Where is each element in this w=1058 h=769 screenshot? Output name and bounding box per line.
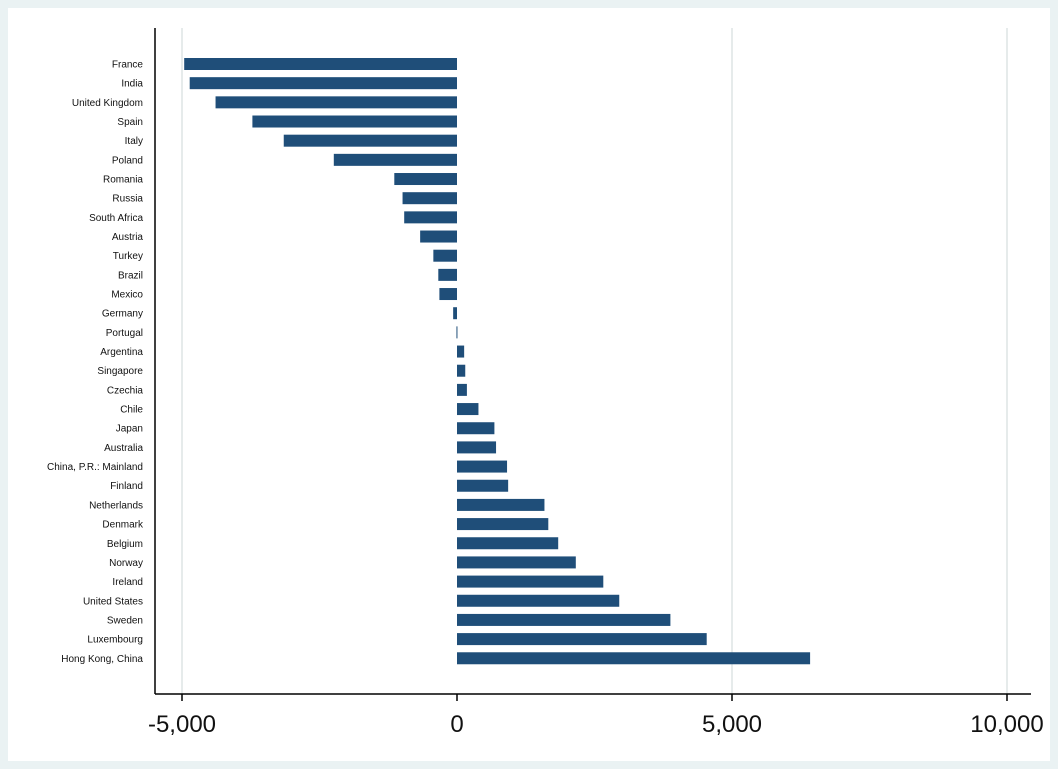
category-label-italy: Italy [125, 136, 143, 147]
category-label-sweden: Sweden [107, 615, 143, 626]
bar-ireland [457, 575, 604, 588]
x-tick-label-0: 0 [450, 711, 463, 738]
category-label-czechia: Czechia [107, 385, 144, 396]
bar-denmark [457, 518, 549, 531]
category-label-india: India [121, 79, 143, 90]
bar-united-kingdom [215, 96, 457, 109]
category-label-romania: Romania [103, 175, 143, 186]
category-label-mexico: Mexico [111, 290, 143, 301]
category-labels: France India United Kingdom Spain Italy Polan… [47, 60, 144, 665]
bar-germany [453, 307, 457, 320]
bar-japan [457, 422, 495, 435]
bar-belgium [457, 537, 559, 550]
bar-russia [402, 192, 457, 205]
category-label-germany: Germany [102, 309, 143, 320]
category-label-south-africa: South Africa [89, 213, 143, 224]
bar-united-states [457, 594, 620, 607]
bar-mexico [439, 288, 457, 301]
bar-france [184, 58, 457, 70]
bar-poland [333, 153, 457, 166]
category-label-belgium: Belgium [107, 539, 143, 550]
bar-australia [457, 441, 497, 454]
bar-turkey [433, 249, 457, 262]
category-label-austria: Austria [112, 232, 144, 243]
bar-luxembourg [457, 633, 707, 646]
bar-portugal [456, 326, 458, 339]
bar-sweden [457, 613, 671, 626]
bar-romania [394, 173, 457, 186]
category-label-turkey: Turkey [113, 251, 143, 262]
bar-argentina [457, 345, 465, 358]
category-label-netherlands: Netherlands [89, 500, 143, 511]
category-label-australia: Australia [104, 443, 143, 454]
gridlines [181, 28, 1008, 694]
bar-czechia [457, 383, 467, 396]
category-label-singapore: Singapore [97, 366, 143, 377]
category-label-china-p-r-mainland: China, P.R.: Mainland [47, 462, 143, 473]
category-label-united-states: United States [83, 596, 143, 607]
bar-chile [457, 403, 479, 416]
x-tick-label-5-000: 5,000 [702, 711, 762, 738]
category-label-japan: Japan [116, 424, 143, 435]
bar-norway [457, 556, 576, 569]
category-label-ireland: Ireland [112, 577, 143, 588]
category-label-russia: Russia [112, 194, 143, 205]
category-label-portugal: Portugal [106, 328, 143, 339]
x-tick-label-10-000: 10,000 [970, 711, 1043, 738]
bar-austria [420, 230, 457, 243]
category-label-luxembourg: Luxembourg [87, 635, 143, 646]
category-label-denmark: Denmark [102, 520, 144, 531]
bar-brazil [438, 268, 457, 281]
bar-netherlands [457, 498, 545, 511]
bars [184, 58, 811, 665]
category-label-chile: Chile [120, 405, 143, 416]
bar-china-p-r-mainland [457, 460, 508, 473]
bar-hong-kong-china [457, 652, 811, 665]
plot-area [8, 8, 1050, 761]
category-label-norway: Norway [109, 558, 143, 569]
x-axis-ticks: -5,000 0 5,000 10,000 [148, 694, 1044, 738]
bar-india [189, 77, 457, 90]
bar-italy [283, 134, 457, 147]
bar-south-africa [404, 211, 457, 224]
category-label-france: France [112, 60, 144, 71]
category-label-hong-kong-china: Hong Kong, China [61, 654, 143, 665]
axes [154, 28, 1031, 695]
category-label-argentina: Argentina [100, 347, 143, 358]
category-label-brazil: Brazil [118, 270, 143, 281]
bar-finland [457, 479, 509, 492]
category-label-spain: Spain [117, 117, 143, 128]
x-tick-label-5-000: -5,000 [148, 711, 216, 738]
bar-spain [252, 115, 457, 128]
category-label-united-kingdom: United Kingdom [72, 98, 143, 109]
category-label-finland: Finland [110, 481, 143, 492]
category-label-poland: Poland [112, 155, 143, 166]
bar-singapore [457, 364, 466, 377]
